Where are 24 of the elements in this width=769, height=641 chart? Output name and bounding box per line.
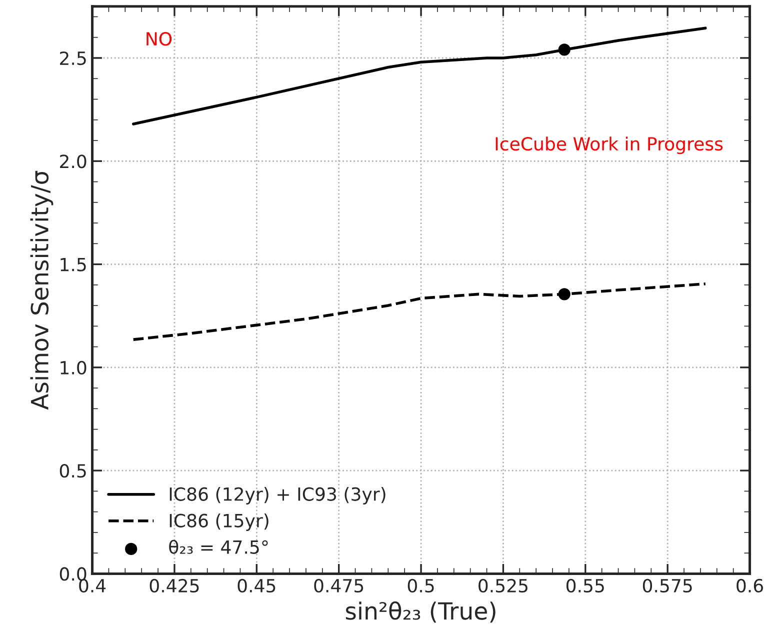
x-tick-label: 0.55 [566,578,604,593]
line-series [132,282,707,341]
x-axis-title: sin²θ₂₃ (True) [346,601,496,623]
x-tick-label: 0.575 [642,578,692,593]
x-tick-label: 0.4 [79,578,106,593]
y-tick-label: 2.0 [60,154,86,168]
annotation: NO [146,32,172,46]
x-tick-label: 0.6 [736,578,763,593]
y-tick-label: 1.5 [60,258,86,272]
annotation: IceCube Work in Progress [496,136,723,154]
y-tick-label: 2.5 [60,51,86,66]
x-tick-label: 0.525 [478,578,528,593]
x-tick-label: 0.45 [238,578,276,593]
line-series [132,26,707,126]
legend-label: θ₂₃ = 47.5° [169,540,268,554]
y-axis-title: Asimov Sensitivity/σ [30,170,54,410]
x-tick-label: 0.475 [314,578,364,593]
legend-label: IC86 (15yr) [170,513,268,531]
legend-label: IC86 (12yr) + IC93 (3yr) [170,486,386,504]
y-tick-label: 0.0 [60,567,86,581]
x-tick-label: 0.5 [408,578,434,593]
x-tick-label: 0.425 [150,578,199,593]
y-tick-label: 1.0 [60,360,86,375]
y-tick-label: 0.5 [60,464,86,478]
